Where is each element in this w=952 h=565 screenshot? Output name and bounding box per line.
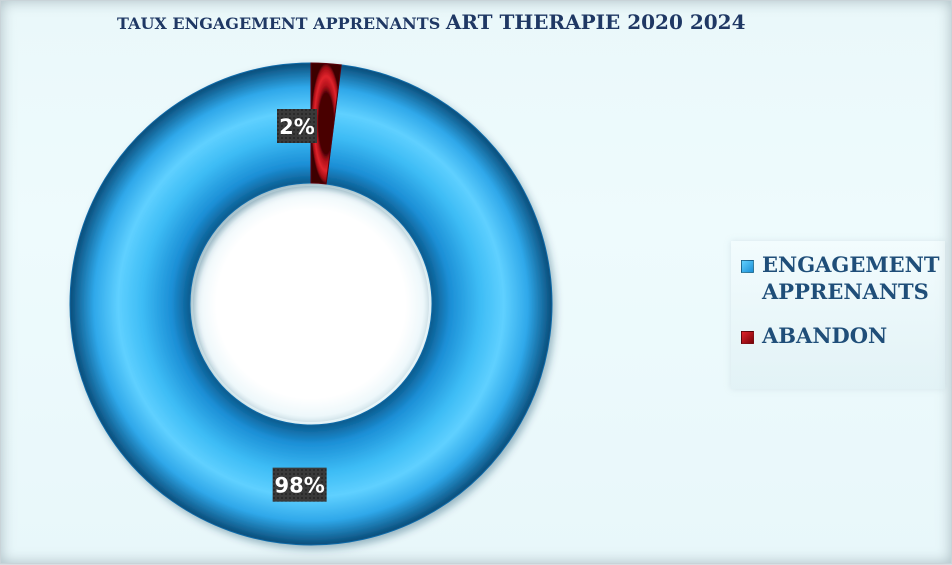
- data-label-abandon-text: 2%: [279, 115, 315, 139]
- chart-title-part1: TAUX ENGAGEMENT APPRENANTS: [117, 14, 446, 33]
- donut-data-labels: 98% 2%: [272, 109, 327, 502]
- slice-abandon: [310, 62, 342, 185]
- donut-hole: [193, 186, 429, 422]
- data-label-abandon-box: [277, 109, 317, 143]
- chart-title-part2: ART THERAPIE 2020 2024: [445, 10, 746, 34]
- legend-item-abandon: ABANDON: [741, 322, 952, 349]
- data-label-engagement: 98%: [272, 467, 327, 502]
- legend-label-abandon: ABANDON: [762, 323, 888, 348]
- chart-title: TAUX ENGAGEMENT APPRENANTS ART THERAPIE …: [117, 9, 837, 35]
- data-label-abandon: 2%: [277, 109, 317, 143]
- legend-marker-abandon: [741, 331, 754, 344]
- legend-label-engagement: ENGAGEMENT APPRENANTS: [762, 252, 940, 304]
- donut-slices: [69, 62, 553, 546]
- data-label-engagement-text: 98%: [275, 474, 325, 498]
- legend-marker-engagement: [741, 260, 754, 273]
- slice-engagement: [69, 62, 553, 546]
- data-label-engagement-box: [272, 467, 327, 502]
- legend-item-engagement: ENGAGEMENT APPRENANTS: [741, 251, 952, 305]
- legend: ENGAGEMENT APPRENANTS ABANDON: [731, 241, 945, 389]
